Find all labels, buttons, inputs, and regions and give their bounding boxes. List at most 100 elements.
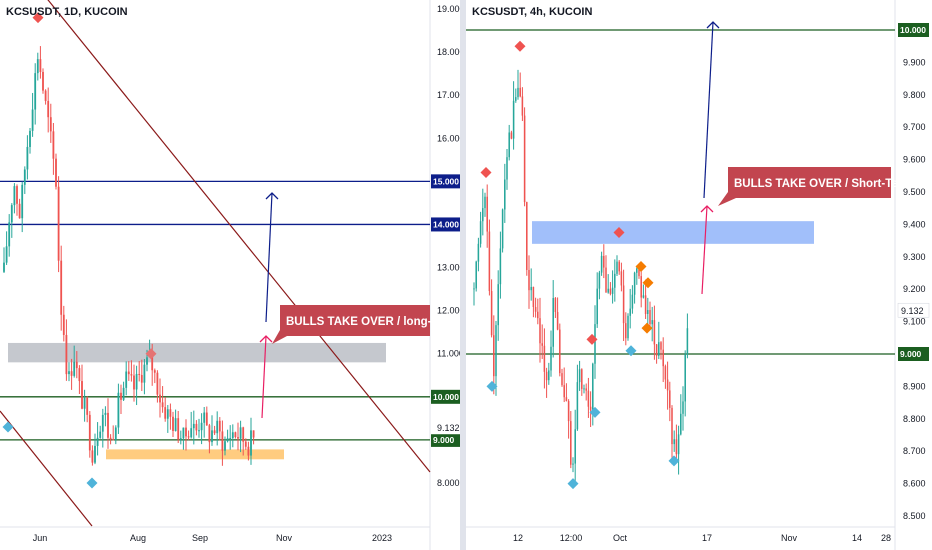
candle-body <box>101 414 104 432</box>
buy-signal-diamond <box>486 380 498 392</box>
sell-signal-diamond <box>32 12 44 24</box>
candle-body <box>603 255 605 268</box>
chart-panel-4h[interactable]: 8.500 8.600 8.700 8.800 8.900 9.100 9.200 9.300… <box>466 0 932 550</box>
candle-body <box>682 401 684 414</box>
candle-body <box>242 427 245 442</box>
candle-body <box>486 196 488 232</box>
candle-body <box>585 388 587 391</box>
level-label-9-bg <box>898 347 929 361</box>
candle-body <box>81 381 83 409</box>
arrow-head <box>265 192 279 200</box>
y-tick-label: 8.700 <box>903 446 926 456</box>
candle-body <box>29 130 31 147</box>
y-tick-label: 9.800 <box>903 90 926 100</box>
candle-body <box>649 310 651 325</box>
candle-body <box>195 423 198 431</box>
candle-body <box>576 382 579 430</box>
sell-signal-diamond <box>145 348 157 360</box>
candle-body <box>651 320 653 325</box>
candle-body <box>185 427 187 437</box>
candle-body <box>515 97 517 101</box>
candle-body <box>3 262 5 272</box>
candle-body <box>164 407 167 419</box>
level-label-9-bg <box>431 432 460 447</box>
candle-body <box>647 310 649 314</box>
candle-body <box>587 390 590 407</box>
candle-body <box>644 295 647 314</box>
candle-body <box>94 445 96 463</box>
signal-diamond-orange <box>642 277 654 289</box>
signal-diamond-orange <box>641 322 653 334</box>
candle-body <box>10 205 13 223</box>
candle-body <box>143 364 146 383</box>
candle-body <box>161 402 164 408</box>
level-label-9: 9.000 <box>900 349 922 359</box>
candle-body <box>671 407 673 445</box>
arrow-head <box>259 335 273 343</box>
candle-body <box>655 344 658 356</box>
y-tick-label: 8.900 <box>903 381 926 391</box>
x-tick-label: Sep <box>192 533 208 543</box>
candle-body <box>239 427 242 439</box>
resistance-zone <box>532 221 814 244</box>
daily-chart-svg[interactable]: 8.000 9.000 10.000 11.000 12.000 13.000 14.000… <box>0 0 460 550</box>
candle-body <box>545 371 548 381</box>
candle-body <box>229 437 232 439</box>
candle-body <box>596 288 598 325</box>
arrow-short-target <box>261 335 267 419</box>
candle-body <box>550 346 552 371</box>
candle-body <box>504 179 506 210</box>
sell-signal-diamond <box>514 40 526 52</box>
x-tick-label: Jun <box>33 533 48 543</box>
candle-body <box>662 349 664 367</box>
candle-body <box>213 430 216 434</box>
panel-divider[interactable] <box>460 0 466 550</box>
candle-body <box>506 157 508 180</box>
candle-body <box>8 222 11 247</box>
y-tick-label: 8.500 <box>903 511 926 521</box>
candle-body <box>187 436 190 438</box>
4h-chart-svg[interactable]: 8.500 8.600 8.700 8.800 8.900 9.100 9.200 9.300… <box>466 0 932 550</box>
candle-body <box>68 371 70 375</box>
y-tick-label: 9.400 <box>903 219 926 229</box>
candle-body <box>138 373 141 375</box>
y-tick-label: 16.000 <box>437 133 460 143</box>
lower-trendline <box>0 410 93 527</box>
x-tick-label: Aug <box>130 533 146 543</box>
candle-body <box>475 261 477 289</box>
candle-body <box>592 363 594 410</box>
candle-body <box>543 345 546 372</box>
candle-body <box>598 272 601 289</box>
candle-body <box>13 186 16 206</box>
candle-body <box>658 342 660 356</box>
sell-signal-diamond <box>480 167 492 179</box>
candle-body <box>234 432 237 438</box>
last-price-bg <box>897 302 930 318</box>
candle-body <box>205 412 208 426</box>
candle-body <box>125 371 128 388</box>
candle-body <box>216 420 219 434</box>
buy-signal-diamond <box>2 421 14 433</box>
candle-body <box>62 314 65 335</box>
chart-title-daily: KCSUSDT, 1D, KUCOIN <box>6 6 128 18</box>
y-tick-label: 9.900 <box>903 57 926 67</box>
candle-body <box>618 261 620 272</box>
candle-body <box>133 375 135 390</box>
candle-body <box>18 203 21 219</box>
support-zone <box>106 449 284 460</box>
y-tick-label: 11.000 <box>437 349 460 359</box>
y-tick-label: 9.700 <box>903 122 926 132</box>
y-tick-label: 8.000 <box>437 478 460 488</box>
chart-panel-daily[interactable]: 8.000 9.000 10.000 11.000 12.000 13.000 14.000… <box>0 0 460 550</box>
candle-body <box>182 427 185 439</box>
x-tick-label: 14 <box>852 533 862 543</box>
candle-body <box>686 328 689 355</box>
candle-body <box>526 202 528 270</box>
candle-body <box>247 446 250 456</box>
buy-signal-diamond <box>668 455 680 467</box>
candle-body <box>252 430 255 438</box>
candle-body <box>198 430 200 432</box>
level-label-10: 10.000 <box>900 25 926 35</box>
candle-body <box>5 246 8 263</box>
candle-body <box>680 413 682 435</box>
